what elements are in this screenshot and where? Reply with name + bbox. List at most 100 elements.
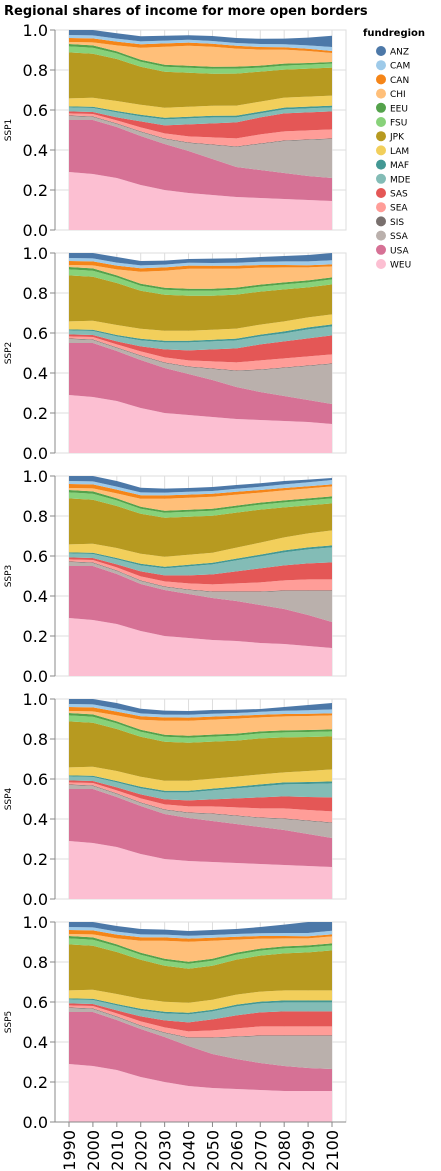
legend-swatch-sis [376,216,386,227]
x-tick-label: 2040 [180,1130,199,1171]
panel-ssp5: 0.0 0.2 0.4 0.6 0.8 1.0 SSP5 [4,913,347,1132]
area-mde [69,999,332,1023]
x-tick-label: 1990 [60,1130,79,1171]
panel-label: SSP5 [4,1011,14,1034]
legend-label-ssa: SSA [390,232,409,242]
area-usa [69,789,332,867]
legend-swatch-weu [376,259,386,269]
y-tick-label: 0.8 [23,61,48,80]
area-maf [69,105,332,120]
legend-swatch-sas [376,188,386,198]
area-anz [69,476,332,493]
area-jpk [69,275,332,331]
y-tick-label: 0.6 [23,324,48,343]
area-ssa [69,785,332,838]
y-tick-label: 0.4 [23,141,48,160]
area-mde [69,547,332,576]
area-mde [69,776,332,801]
area-maf [69,545,332,569]
x-tick-label: 2000 [84,1130,103,1171]
area-ssa [69,116,332,178]
y-tick-label: 0.8 [23,953,48,972]
legend-title: fundregion [363,28,425,39]
area-eeu [69,44,332,69]
area-mde [69,326,332,351]
area-maf [69,775,332,793]
area-sas [69,557,332,585]
y-tick-label: 0.0 [23,221,48,240]
y-tick-label: 0.0 [23,667,48,686]
legend-swatch-eeu [376,102,386,113]
y-tick-label: 0.2 [23,181,48,200]
area-anz [69,922,332,936]
area-fsu [69,938,332,969]
y-tick-label: 0.6 [23,101,48,120]
panel-label: SSP3 [4,565,14,588]
area-maf [69,998,332,1015]
y-tick-label: 0.0 [23,1113,48,1132]
panel-label: SSP1 [4,119,14,142]
panel-ssp1: 0.0 0.2 0.4 0.6 0.8 1.0 SSP1 [4,21,347,240]
area-eeu [69,267,332,291]
y-tick-label: 0.4 [23,364,48,383]
y-tick-label: 0.0 [23,890,48,909]
area-cam [69,258,332,269]
legend-swatch-chi [376,88,386,99]
area-chi [69,711,332,736]
area-cam [69,480,332,496]
legend-swatch-maf [376,159,386,170]
area-jpk [69,721,332,781]
area-fsu [69,715,332,743]
area-mde [69,107,332,126]
area-weu [69,841,332,899]
x-tick-label: 2060 [227,1130,246,1171]
area-sea [69,113,332,147]
y-tick-label: 0.6 [23,770,48,789]
area-ssa [69,562,332,622]
area-lam [69,766,332,791]
x-tick-label: 2070 [251,1130,270,1171]
area-usa [69,343,332,424]
area-chi [69,486,332,511]
y-tick-label: 0.4 [23,1033,48,1052]
area-cam [69,35,332,51]
y-tick-label: 0.4 [23,587,48,606]
chart-panels: 0.0 0.2 0.4 0.6 0.8 1.0 SSP1 0.0 0.2 0.4 0.6 0.8 1.0… [4,21,347,1132]
y-tick-label: 0.2 [23,1073,48,1092]
legend-swatch-sea [376,202,386,213]
legend-swatch-can [376,74,386,85]
area-lam [69,95,332,118]
area-sas [69,780,332,812]
legend-swatch-fsu [376,117,386,127]
area-sea [69,336,332,371]
panel-label: SSP2 [4,342,14,365]
area-usa [69,120,332,201]
x-tick-label: 2100 [323,1130,342,1171]
y-tick-label: 1.0 [23,913,48,932]
legend-swatch-lam [376,145,386,156]
x-tick-label: 2020 [132,1130,151,1171]
y-tick-label: 1.0 [23,244,48,263]
legend-label-anz: ANZ [390,48,409,58]
x-axis: 1990 2000 2010 2020 2030 2040 2050 2060 2070 2080… [55,1121,346,1171]
area-fsu [69,492,332,518]
x-tick-label: 2080 [275,1130,294,1171]
area-sea [69,559,332,592]
area-weu [69,395,332,453]
area-weu [69,172,332,230]
area-chi [69,42,332,67]
legend-swatch-cam [376,60,386,71]
y-tick-label: 0.2 [23,404,48,423]
area-ssa [69,1008,332,1069]
panel-ssp3: 0.0 0.2 0.4 0.6 0.8 1.0 SSP3 [4,467,347,686]
area-sas [69,334,332,363]
legend-swatch-ssa [376,230,386,241]
area-can [69,707,332,721]
legend-label-usa: USA [390,246,409,256]
area-lam [69,314,332,341]
y-tick-label: 1.0 [23,21,48,40]
area-ssa [69,339,332,404]
y-tick-label: 0.8 [23,730,48,749]
area-eeu [69,490,332,513]
area-eeu [69,936,332,964]
